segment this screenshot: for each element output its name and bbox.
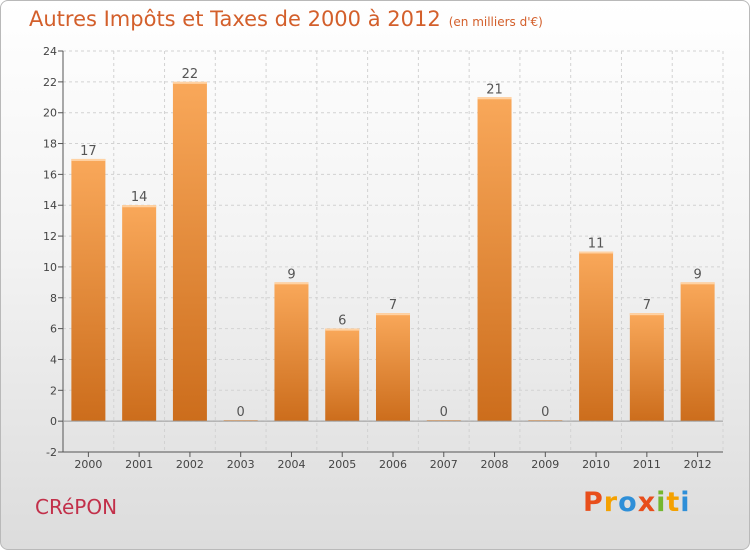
x-tick-label-2009: 2009: [531, 458, 559, 471]
x-tick-label-2007: 2007: [430, 458, 458, 471]
data-label-2003: 0: [237, 405, 245, 420]
y-tick-label: 24: [43, 45, 57, 58]
data-label-2004: 9: [287, 267, 295, 282]
proxiti-logo[interactable]: Proxiti: [583, 487, 691, 518]
y-tick-label: 20: [43, 107, 57, 120]
logo-letter: t: [666, 487, 681, 518]
x-tick-label-2000: 2000: [74, 458, 102, 471]
logo-letter: o: [618, 487, 638, 518]
bar-2010: [579, 251, 614, 422]
y-tick-label: 2: [50, 384, 57, 397]
commune-name: CRéPON: [35, 495, 118, 519]
bar-2000: [71, 158, 106, 422]
bar-2008: [477, 97, 512, 422]
bar-2001: [122, 205, 157, 422]
bar-highlight: [376, 313, 410, 316]
bar-2004: [274, 282, 309, 422]
data-label-2010: 11: [588, 237, 605, 252]
labels: 17 14 22 0 9 6 7 0 21 0 11 7 9: [80, 67, 702, 420]
y-tick-label: 6: [50, 323, 57, 336]
bar-highlight: [71, 158, 106, 161]
bar-highlight: [680, 282, 715, 285]
logo-letter: P: [583, 487, 604, 518]
data-label-2006: 7: [389, 298, 397, 313]
bar-2006: [376, 313, 410, 422]
y-tick-label: 12: [43, 230, 57, 243]
data-label-2011: 7: [643, 298, 651, 313]
bar-highlight: [477, 97, 512, 100]
logo-letter: i: [680, 487, 691, 518]
logo-letter: r: [603, 487, 619, 518]
x-tick-label-2004: 2004: [277, 458, 305, 471]
x-tick-label-2008: 2008: [481, 458, 509, 471]
bar-2005: [325, 328, 360, 422]
bar-2012: [680, 282, 715, 422]
logo-letter: x: [637, 487, 657, 518]
y-tick-label: 16: [43, 168, 57, 181]
y-tick-label: 10: [43, 261, 57, 274]
bar-2002: [172, 81, 207, 422]
y-tick-label: 0: [50, 415, 57, 428]
bar-highlight: [172, 81, 207, 84]
data-label-2005: 6: [338, 314, 346, 329]
data-label-2007: 0: [440, 405, 448, 420]
x-tick-label-2005: 2005: [328, 458, 356, 471]
y-tick-label: 14: [43, 199, 57, 212]
y-tick-label: -2: [46, 446, 57, 459]
y-tick-label: 8: [50, 292, 57, 305]
data-label-2002: 22: [182, 67, 199, 82]
data-label-2001: 14: [131, 190, 148, 205]
bar-2011: [629, 313, 664, 422]
bar-highlight: [629, 313, 664, 316]
bar-highlight: [122, 205, 157, 208]
data-label-2008: 21: [486, 82, 503, 97]
chart-subtitle: (en milliers d'€): [448, 15, 543, 29]
x-tick-label-2003: 2003: [227, 458, 255, 471]
x-tick-label-2001: 2001: [125, 458, 153, 471]
x-tick-label-2010: 2010: [582, 458, 610, 471]
y-tick-label: 22: [43, 76, 57, 89]
data-label-2000: 17: [80, 144, 97, 159]
y-tick-label: 4: [50, 353, 57, 366]
chart-title-block: Autres Impôts et Taxes de 2000 à 2012 (en…: [29, 7, 543, 31]
bar-highlight: [579, 251, 614, 254]
x-tick-label-2006: 2006: [379, 458, 407, 471]
x-tick-label-2012: 2012: [684, 458, 712, 471]
data-label-2012: 9: [693, 267, 701, 282]
bars: [71, 81, 715, 422]
data-label-2009: 0: [541, 405, 549, 420]
logo-letter: i: [656, 487, 667, 518]
x-tick-label-2002: 2002: [176, 458, 204, 471]
x-tick-label-2011: 2011: [633, 458, 661, 471]
bar-highlight: [274, 282, 309, 285]
y-tick-label: 18: [43, 138, 57, 151]
chart-title: Autres Impôts et Taxes de 2000 à 2012: [29, 7, 441, 31]
bar-highlight: [325, 328, 360, 331]
